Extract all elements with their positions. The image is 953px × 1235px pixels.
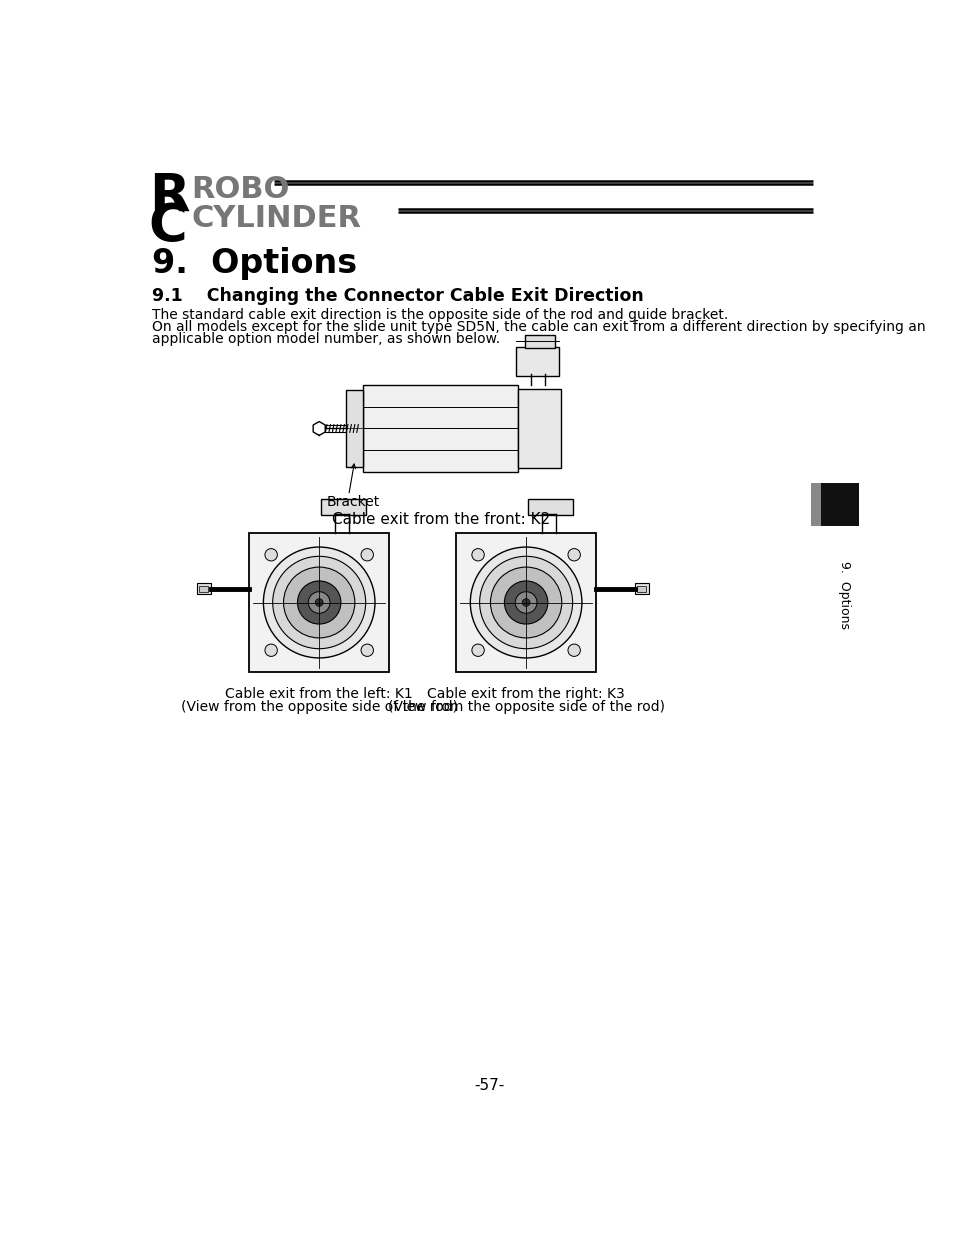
Bar — [637, 585, 645, 592]
Circle shape — [472, 548, 484, 561]
Text: On all models except for the slide unit type SD5N, the cable can exit from a dif: On all models except for the slide unit … — [152, 320, 924, 333]
Bar — [517, 389, 560, 468]
Bar — [810, 483, 821, 526]
Circle shape — [515, 592, 537, 614]
Bar — [196, 583, 211, 594]
Text: Cable exit from the front: K2: Cable exit from the front: K2 — [332, 513, 550, 527]
Bar — [516, 347, 558, 377]
Bar — [527, 499, 572, 515]
Bar — [820, 483, 858, 526]
Bar — [525, 336, 555, 347]
Bar — [249, 534, 389, 672]
Circle shape — [263, 547, 375, 658]
Text: (View from the opposite side of the rod): (View from the opposite side of the rod) — [180, 700, 457, 714]
Circle shape — [567, 645, 579, 656]
Bar — [363, 385, 517, 472]
Circle shape — [315, 599, 323, 606]
Text: C: C — [149, 200, 187, 253]
Circle shape — [472, 645, 484, 656]
Circle shape — [490, 567, 561, 638]
Text: Cable exit from the right: K3: Cable exit from the right: K3 — [427, 687, 624, 701]
Text: 9.1    Changing the Connector Cable Exit Direction: 9.1 Changing the Connector Cable Exit Di… — [152, 287, 643, 305]
Text: 9.  Options: 9. Options — [838, 561, 850, 629]
Bar — [320, 499, 365, 515]
Text: Bracket: Bracket — [327, 495, 380, 509]
Circle shape — [265, 645, 277, 656]
Circle shape — [504, 580, 547, 624]
Circle shape — [297, 580, 340, 624]
Circle shape — [567, 548, 579, 561]
Text: The standard cable exit direction is the opposite side of the rod and guide brac: The standard cable exit direction is the… — [152, 308, 727, 321]
Bar — [634, 583, 648, 594]
Circle shape — [479, 556, 572, 648]
Text: 9.  Options: 9. Options — [152, 247, 356, 280]
Circle shape — [470, 547, 581, 658]
Text: Cable exit from the left: K1: Cable exit from the left: K1 — [225, 687, 413, 701]
Circle shape — [273, 556, 365, 648]
Text: applicable option model number, as shown below.: applicable option model number, as shown… — [152, 332, 499, 346]
Circle shape — [360, 645, 373, 656]
Text: -57-: -57- — [474, 1078, 503, 1093]
Circle shape — [360, 548, 373, 561]
Bar — [199, 585, 208, 592]
Circle shape — [265, 548, 277, 561]
Bar — [346, 390, 363, 467]
Text: R: R — [149, 172, 189, 224]
Text: CYLINDER: CYLINDER — [192, 204, 361, 232]
Circle shape — [308, 592, 330, 614]
Bar — [456, 534, 596, 672]
Circle shape — [283, 567, 355, 638]
Text: (View from the opposite side of the rod): (View from the opposite side of the rod) — [387, 700, 664, 714]
Circle shape — [521, 599, 530, 606]
Text: ROBO: ROBO — [192, 175, 290, 204]
